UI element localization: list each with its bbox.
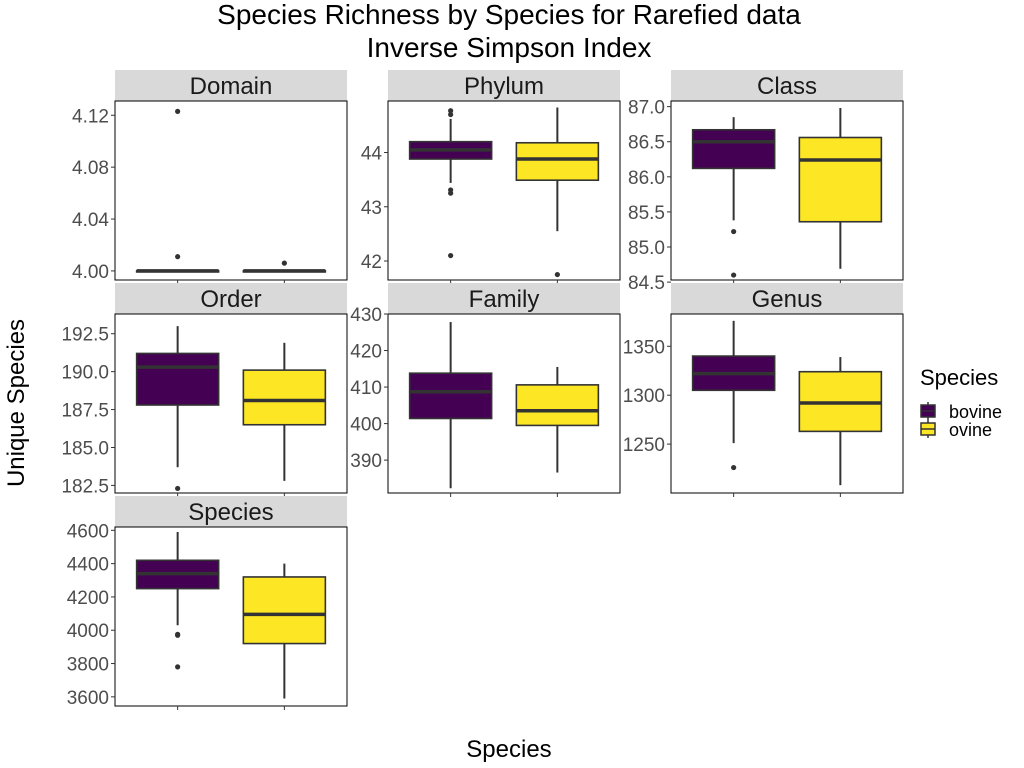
y-tick-label-family: 400 — [350, 415, 382, 436]
y-tick-label-genus: 1250 — [623, 435, 665, 456]
box-class-bovine — [691, 128, 776, 170]
outlier-domain-bovine — [175, 254, 181, 260]
y-tick-label-class: 85.5 — [628, 203, 665, 224]
outlier-species-bovine — [175, 632, 181, 638]
y-tick-label-family: 430 — [350, 305, 382, 326]
outlier-phylum-bovine — [448, 111, 454, 118]
outlier-order-bovine — [175, 485, 181, 492]
facet-panels: Domain 4.00 4.04 4.08 4.12 Phylum 42 43 44 Class 8… — [61, 70, 904, 710]
legend-label-ovine: ovine — [949, 420, 992, 440]
strip-phylum — [388, 70, 620, 101]
chart-title: Species Richness by Species for Rarefied… — [217, 0, 801, 30]
strip-class — [671, 70, 903, 101]
y-tick-label-family: 390 — [350, 451, 382, 472]
y-tick-label-class: 84.5 — [628, 273, 665, 294]
strip-label-family: Family — [469, 286, 540, 313]
strip-label-domain: Domain — [190, 73, 273, 100]
strip-label-class: Class — [757, 73, 817, 100]
strip-species — [115, 496, 347, 527]
y-tick-label-order: 187.5 — [61, 401, 109, 422]
panel-phylum: Phylum 42 43 44 — [361, 70, 621, 284]
y-tick-label-genus: 1350 — [623, 337, 665, 358]
box-order-ovine — [242, 369, 327, 426]
y-tick-label-phylum: 42 — [361, 252, 382, 273]
box-family-bovine — [408, 372, 493, 420]
y-tick-label-order: 182.5 — [61, 476, 109, 497]
outlier-domain-bovine — [175, 108, 181, 114]
panel-genus: Genus 1250 1300 1350 — [623, 283, 904, 497]
plot-area-phylum — [387, 100, 621, 281]
y-tick-label-phylum: 44 — [361, 144, 383, 165]
strip-genus — [671, 283, 903, 314]
y-tick-label-class: 87.0 — [628, 98, 665, 119]
legend-label-bovine: bovine — [949, 402, 1002, 422]
x-axis-label: Species — [466, 736, 551, 763]
y-axis-label: Unique Species — [3, 319, 30, 487]
strip-domain — [115, 70, 347, 101]
y-tick-label-order: 185.0 — [61, 438, 109, 459]
y-tick-label-species: 4600 — [67, 521, 109, 542]
y-tick-label-species: 4000 — [67, 621, 109, 642]
outlier-class-bovine — [731, 228, 737, 235]
y-tick-label-species: 3800 — [67, 655, 109, 676]
y-tick-label-class: 86.0 — [628, 168, 665, 189]
y-tick-label-species: 4200 — [67, 588, 109, 609]
box-class-ovine — [798, 136, 883, 223]
y-tick-label-family: 410 — [350, 378, 382, 399]
legend-title: Species — [920, 365, 998, 390]
plot-area-domain — [114, 100, 348, 281]
y-tick-label-species: 4400 — [67, 555, 109, 576]
outlier-phylum-bovine — [448, 252, 454, 259]
outlier-phylum-ovine — [554, 271, 560, 278]
y-tick-label-order: 192.5 — [61, 325, 109, 346]
y-tick-label-order: 190.0 — [61, 363, 109, 384]
y-tick-label-class: 86.5 — [628, 133, 665, 154]
strip-label-species: Species — [188, 499, 273, 526]
y-tick-label-species: 3600 — [67, 688, 109, 709]
chart-subtitle: Inverse Simpson Index — [367, 32, 652, 63]
y-tick-label-family: 420 — [350, 342, 382, 363]
strip-label-phylum: Phylum — [464, 73, 544, 100]
box-order-bovine — [135, 352, 220, 406]
strip-label-genus: Genus — [752, 286, 823, 313]
outlier-class-bovine — [731, 272, 737, 278]
strip-order — [115, 283, 347, 314]
outlier-species-bovine — [175, 664, 181, 670]
strip-family — [388, 283, 620, 314]
box-phylum-ovine — [515, 141, 600, 181]
y-tick-label-phylum: 43 — [361, 198, 382, 219]
y-tick-label-class: 85.0 — [628, 238, 665, 259]
outlier-domain-ovine — [281, 260, 287, 266]
panel-order: Order 182.5 185.0 187.5 190.0 192.5 — [61, 283, 348, 497]
box-species-ovine — [242, 576, 327, 645]
panel-species: Species 3600 3800 4000 4200 4400 4600 — [67, 496, 348, 710]
strip-label-order: Order — [200, 286, 261, 313]
box-family-ovine — [515, 384, 600, 427]
panel-domain: Domain 4.00 4.04 4.08 4.12 — [72, 70, 348, 284]
panel-class: Class 84.5 85.0 85.5 86.0 86.5 87.0 — [628, 70, 904, 294]
y-tick-label-domain: 4.04 — [72, 210, 109, 231]
outlier-genus-bovine — [731, 464, 737, 471]
panel-family: Family 390 400 410 420 430 — [350, 283, 621, 497]
y-tick-label-domain: 4.00 — [72, 262, 109, 283]
y-tick-label-domain: 4.08 — [72, 158, 109, 179]
y-tick-label-domain: 4.12 — [72, 106, 109, 127]
y-tick-label-genus: 1300 — [623, 386, 665, 407]
outlier-phylum-bovine — [448, 108, 454, 114]
outlier-phylum-bovine — [448, 190, 454, 196]
